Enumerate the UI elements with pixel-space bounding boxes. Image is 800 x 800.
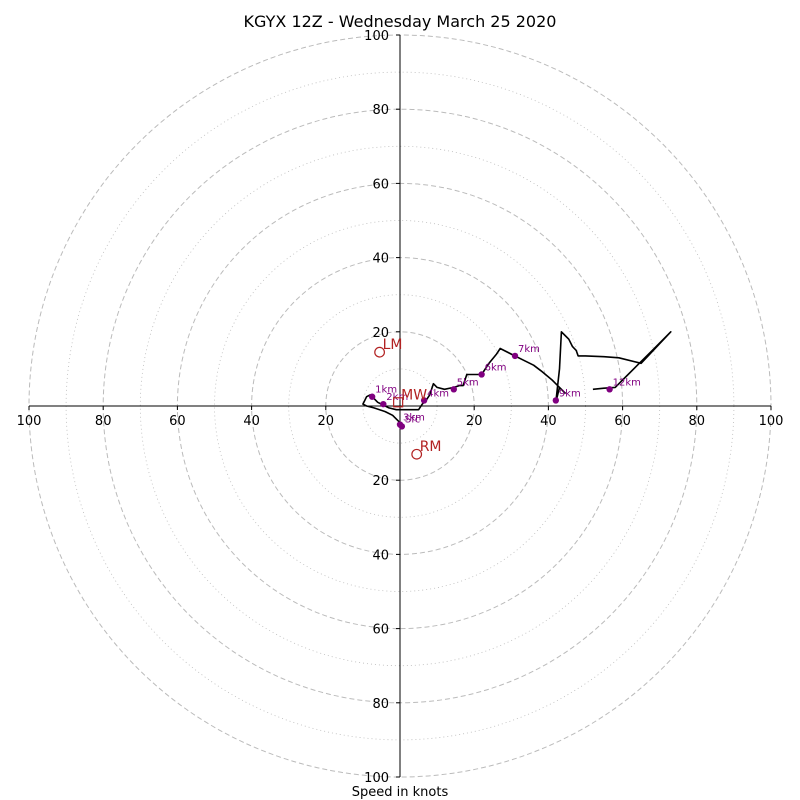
y-tick-label: 80 (372, 103, 389, 118)
x-axis-label: Speed in knots (352, 785, 449, 800)
height-marker-1km (368, 393, 376, 400)
height-label-4km: 4km (427, 388, 449, 399)
x-tick-label: 60 (614, 414, 631, 429)
height-marker-5km (450, 386, 457, 393)
x-tick-label: 40 (243, 414, 260, 429)
chart-title: KGYX 12Z - Wednesday March 25 2020 (244, 12, 557, 31)
x-tick-label: 20 (466, 414, 483, 429)
height-label-3km: 3km (403, 413, 425, 424)
y-tick-label: 20 (372, 326, 389, 341)
height-marker-9km (552, 397, 560, 404)
y-tick-label: 100 (364, 29, 389, 44)
y-tick-label: 40 (372, 252, 389, 267)
y-tick-label: 20 (372, 474, 389, 489)
height-label-sfc: Sfc (405, 414, 420, 425)
height-marker-7km (511, 352, 519, 360)
storm-motion-label-lm: LM (383, 337, 403, 353)
y-tick-label: 60 (372, 623, 389, 638)
height-marker-12km (606, 386, 613, 393)
x-tick-label: 80 (689, 414, 706, 429)
storm-motion-label-mw: MW (401, 387, 427, 403)
y-tick-label: 80 (372, 697, 389, 712)
height-label-6km: 6km (485, 362, 507, 373)
x-tick-label: 40 (540, 414, 557, 429)
height-marker-3km (396, 421, 404, 428)
height-label-12km: 12km (613, 377, 641, 388)
x-tick-label: 100 (17, 414, 42, 429)
axes: 100 80 60 40 20 20 40 60 80 100 100 80 60 40 20 20 40 60 8… (17, 29, 784, 786)
x-tick-label: 20 (318, 414, 335, 429)
storm-motion-label-rm: RM (420, 439, 442, 455)
height-label-5km: 5km (457, 377, 479, 388)
y-tick-label: 40 (372, 548, 389, 563)
storm-motion-markers: LM RM MW (374, 337, 442, 460)
height-label-7km: 7km (518, 344, 540, 355)
height-label-1km: 1km (375, 385, 397, 396)
y-tick-label: 60 (372, 177, 389, 192)
storm-motion-marker-rm (411, 448, 423, 460)
storm-motion-marker-mw (393, 397, 404, 408)
x-tick-label: 100 (759, 414, 784, 429)
x-tick-label: 80 (95, 414, 112, 429)
height-marker-6km (478, 371, 485, 378)
y-tick-label: 100 (364, 771, 389, 786)
height-marker-2km (380, 400, 387, 408)
x-tick-label: 60 (169, 414, 186, 429)
height-label-9km: 9km (559, 388, 581, 399)
height-marker-4km (420, 397, 428, 404)
storm-motion-marker-lm (374, 346, 385, 358)
